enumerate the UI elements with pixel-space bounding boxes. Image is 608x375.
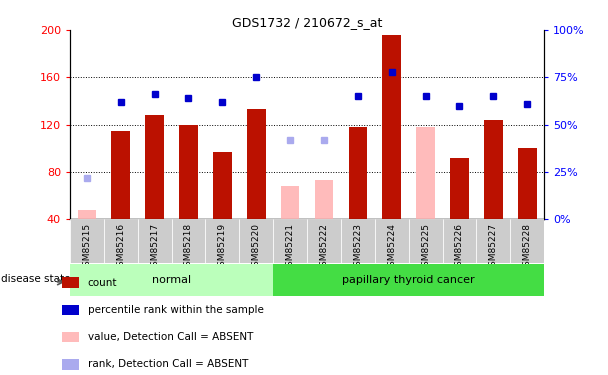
- Text: percentile rank within the sample: percentile rank within the sample: [88, 305, 263, 315]
- Bar: [240, 219, 273, 262]
- Bar: [247, 109, 266, 219]
- Text: GSM85221: GSM85221: [286, 223, 295, 272]
- Bar: [104, 219, 137, 262]
- Bar: [111, 130, 130, 219]
- Bar: [62, 359, 79, 370]
- Text: GSM85227: GSM85227: [489, 223, 498, 272]
- Bar: [70, 264, 273, 296]
- Text: GSM85218: GSM85218: [184, 223, 193, 272]
- Bar: [510, 219, 544, 262]
- Bar: [273, 264, 544, 296]
- Bar: [307, 219, 341, 262]
- Bar: [70, 219, 104, 262]
- Title: GDS1732 / 210672_s_at: GDS1732 / 210672_s_at: [232, 16, 382, 29]
- Text: GSM85217: GSM85217: [150, 223, 159, 272]
- Text: papillary thyroid cancer: papillary thyroid cancer: [342, 275, 475, 285]
- Bar: [382, 35, 401, 219]
- Bar: [145, 115, 164, 219]
- Bar: [206, 219, 240, 262]
- Bar: [78, 210, 96, 219]
- Bar: [171, 219, 206, 262]
- Bar: [281, 186, 299, 219]
- Text: count: count: [88, 278, 117, 288]
- Bar: [62, 304, 79, 315]
- Bar: [450, 158, 469, 219]
- Text: GSM85226: GSM85226: [455, 223, 464, 272]
- Bar: [375, 219, 409, 262]
- Text: GSM85223: GSM85223: [353, 223, 362, 272]
- Bar: [477, 219, 510, 262]
- Bar: [273, 219, 307, 262]
- Text: GSM85216: GSM85216: [116, 223, 125, 272]
- Bar: [518, 148, 536, 219]
- Text: normal: normal: [152, 275, 191, 285]
- Bar: [137, 219, 171, 262]
- Bar: [348, 127, 367, 219]
- Bar: [341, 219, 375, 262]
- Text: value, Detection Call = ABSENT: value, Detection Call = ABSENT: [88, 332, 253, 342]
- Text: rank, Detection Call = ABSENT: rank, Detection Call = ABSENT: [88, 360, 248, 369]
- Bar: [179, 124, 198, 219]
- Text: GSM85224: GSM85224: [387, 223, 396, 272]
- Text: GSM85225: GSM85225: [421, 223, 430, 272]
- Bar: [62, 278, 79, 288]
- Text: GSM85215: GSM85215: [82, 223, 91, 272]
- Text: disease state: disease state: [1, 274, 71, 284]
- Bar: [443, 219, 477, 262]
- Bar: [213, 152, 232, 219]
- Text: GSM85222: GSM85222: [319, 223, 328, 272]
- Text: GSM85228: GSM85228: [523, 223, 532, 272]
- Bar: [315, 180, 333, 219]
- Bar: [409, 219, 443, 262]
- Bar: [416, 127, 435, 219]
- Bar: [62, 332, 79, 342]
- Text: GSM85220: GSM85220: [252, 223, 261, 272]
- Bar: [484, 120, 503, 219]
- Text: GSM85219: GSM85219: [218, 223, 227, 272]
